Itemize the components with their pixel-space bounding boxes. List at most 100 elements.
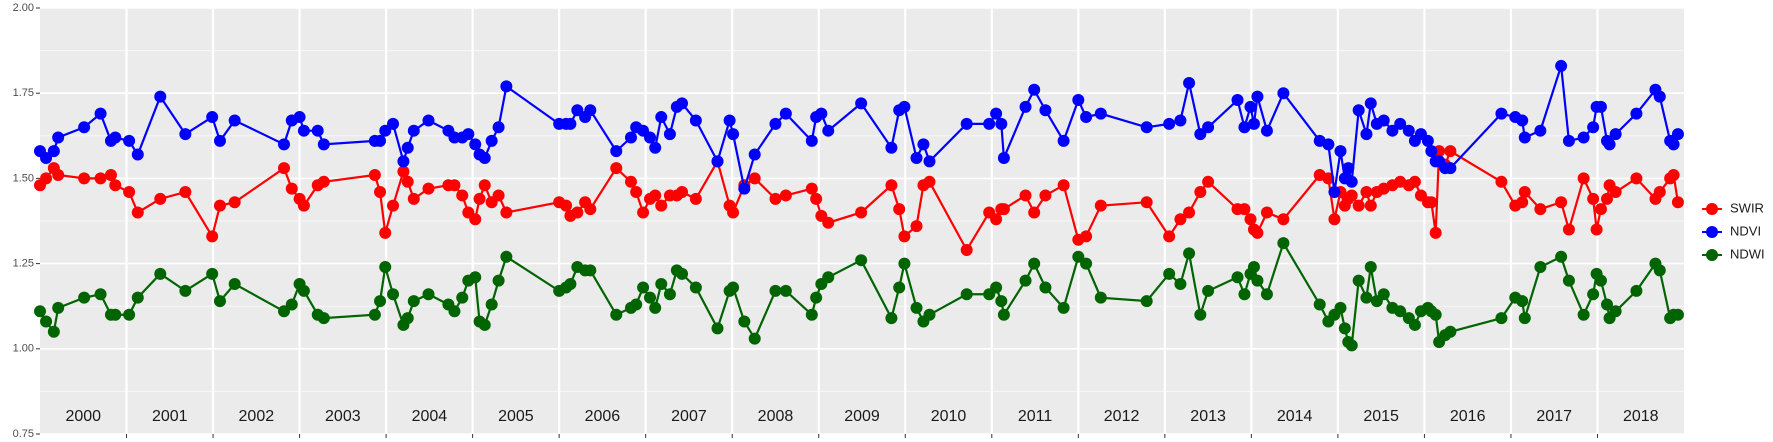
point	[469, 138, 482, 151]
point	[387, 199, 400, 212]
point	[448, 305, 461, 318]
point	[1534, 203, 1547, 216]
point	[1028, 206, 1041, 219]
point	[885, 179, 898, 192]
point	[1260, 206, 1273, 219]
point	[990, 281, 1003, 294]
year-label: 2011	[1018, 408, 1053, 425]
point	[584, 264, 597, 277]
point	[810, 291, 823, 304]
point	[779, 107, 792, 120]
point	[311, 124, 324, 137]
point	[885, 312, 898, 325]
point	[47, 145, 60, 158]
point	[500, 250, 513, 263]
point	[1518, 312, 1531, 325]
point	[78, 172, 91, 185]
year-label: 2014	[1277, 408, 1313, 425]
series-line	[39, 149, 1680, 253]
point	[374, 186, 387, 199]
point	[923, 175, 936, 188]
point	[104, 168, 117, 181]
point	[123, 308, 136, 321]
point	[293, 111, 306, 124]
point	[689, 192, 702, 205]
point	[1555, 250, 1568, 263]
point	[637, 281, 650, 294]
point	[1577, 308, 1590, 321]
point	[923, 308, 936, 321]
year-label: 2010	[931, 408, 967, 425]
point	[1057, 134, 1070, 147]
point	[727, 206, 740, 219]
point	[995, 295, 1008, 308]
point	[723, 114, 736, 127]
point	[610, 145, 623, 158]
point	[1587, 121, 1600, 134]
year-label: 2017	[1536, 408, 1572, 425]
point	[206, 267, 219, 280]
point	[213, 295, 226, 308]
point	[1057, 179, 1070, 192]
point	[1238, 121, 1251, 134]
point	[1183, 206, 1196, 219]
point	[1244, 100, 1257, 113]
point	[1600, 192, 1613, 205]
point	[1174, 213, 1187, 226]
point	[1516, 295, 1529, 308]
point	[407, 295, 420, 308]
point	[387, 288, 400, 301]
point	[822, 271, 835, 284]
point	[1080, 257, 1093, 270]
point	[47, 325, 60, 338]
point	[1072, 250, 1085, 263]
point	[374, 295, 387, 308]
point	[374, 134, 387, 147]
point	[1594, 100, 1607, 113]
year-label: 2007	[671, 408, 707, 425]
point	[1094, 199, 1107, 212]
point	[1495, 107, 1508, 120]
point	[1408, 175, 1421, 188]
point	[123, 134, 136, 147]
point	[676, 267, 689, 280]
point	[997, 203, 1010, 216]
point	[278, 138, 291, 151]
point	[297, 284, 310, 297]
point	[401, 312, 414, 325]
point	[1057, 301, 1070, 314]
point	[40, 151, 53, 164]
point	[206, 111, 219, 124]
point	[1080, 230, 1093, 243]
point	[855, 206, 868, 219]
point	[1260, 124, 1273, 137]
point	[1364, 97, 1377, 110]
point	[855, 97, 868, 110]
point	[727, 281, 740, 294]
point	[1518, 131, 1531, 144]
point	[898, 100, 911, 113]
point	[492, 274, 505, 287]
point	[228, 114, 241, 127]
point	[1667, 168, 1680, 181]
point	[1039, 281, 1052, 294]
year-label: 2003	[325, 408, 361, 425]
point	[1080, 111, 1093, 124]
point	[644, 131, 657, 144]
point	[1360, 291, 1373, 304]
point	[1174, 278, 1187, 291]
year-label: 2004	[412, 408, 448, 425]
legend-label: NDVI	[1730, 223, 1761, 238]
point	[1183, 247, 1196, 260]
y-tick-label: 0.75	[13, 428, 34, 440]
point	[1609, 186, 1622, 199]
point	[228, 196, 241, 209]
y-tick-label: 2.00	[13, 2, 34, 14]
point	[810, 192, 823, 205]
point	[1609, 128, 1622, 141]
point	[52, 301, 65, 314]
point	[1328, 186, 1341, 199]
point	[1238, 288, 1251, 301]
point	[1194, 308, 1207, 321]
point	[1140, 196, 1153, 209]
